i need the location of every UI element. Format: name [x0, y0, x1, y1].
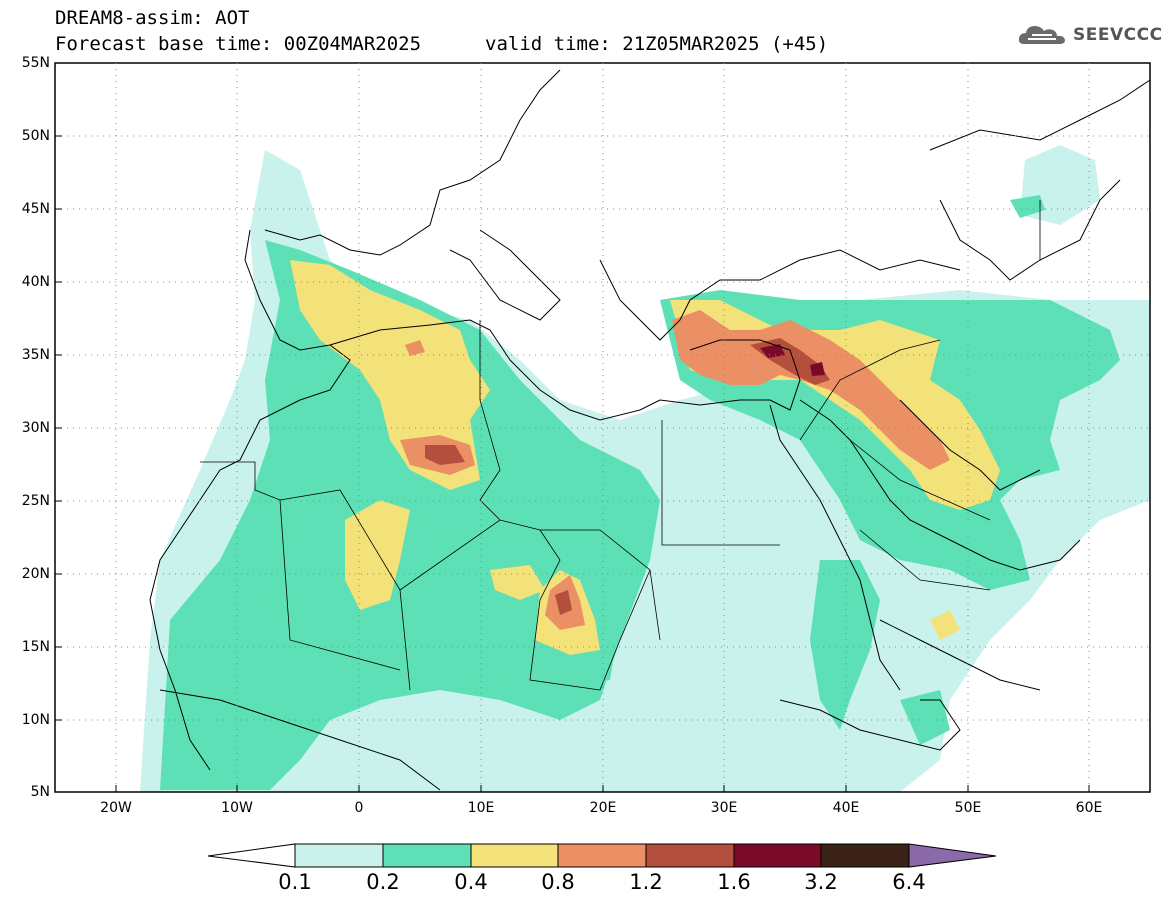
- lon-label-60e: 60E: [1075, 800, 1103, 816]
- lon-label-40e: 40E: [832, 800, 860, 816]
- colorbar-bin-6: [733, 843, 822, 868]
- lat-label-30n: 30N: [21, 420, 50, 436]
- lat-label-25n: 25N: [21, 493, 50, 509]
- colorbar-bin-4: [557, 843, 647, 868]
- lat-label-45n: 45N: [21, 201, 50, 217]
- colorbar-label-0-1: 0.1: [278, 870, 312, 894]
- colorbar-label-0-4: 0.4: [454, 870, 488, 894]
- borders: [200, 200, 1041, 691]
- logo-text: SEEVCCC: [1073, 25, 1163, 45]
- seevccc-logo: SEEVCCC: [1018, 22, 1163, 48]
- colorbar-label-1-6: 1.6: [717, 870, 751, 894]
- lat-label-20n: 20N: [21, 566, 50, 582]
- aot-band-1-6: [760, 344, 825, 376]
- lon-label-50e: 50E: [954, 800, 982, 816]
- valid-time: valid time: 21Z05MAR2025 (+45): [485, 33, 829, 55]
- lon-label-10w: 10W: [221, 800, 253, 816]
- colorbar-bin-3: [470, 843, 559, 868]
- colorbar-bin-5: [645, 843, 735, 868]
- colorbar-label-6-4: 6.4: [892, 870, 926, 894]
- lat-label-5n: 5N: [30, 784, 50, 800]
- colorbar-label-0-2: 0.2: [366, 870, 400, 894]
- colorbar: [207, 843, 997, 868]
- lat-label-50n: 50N: [21, 128, 50, 144]
- colorbar-bin-7: [820, 843, 910, 868]
- lon-label-20w: 20W: [100, 800, 132, 816]
- aot-field: [140, 145, 1150, 792]
- cloud-logo-icon: [1018, 26, 1065, 44]
- graticule: [55, 63, 1150, 792]
- map-title: DREAM8-assim: AOT: [55, 7, 250, 29]
- coastlines: [149, 69, 1150, 791]
- colorbar-label-0-8: 0.8: [541, 870, 575, 894]
- colorbar-bin-2: [382, 843, 472, 868]
- colorbar-extend-high: [908, 843, 997, 868]
- colorbar-extend-low: [207, 843, 296, 868]
- lat-label-15n: 15N: [21, 639, 50, 655]
- colorbar-label-3-2: 3.2: [804, 870, 838, 894]
- lon-label-10e: 10E: [467, 800, 495, 816]
- lon-label-30e: 30E: [710, 800, 738, 816]
- lat-label-35n: 35N: [21, 347, 50, 363]
- lat-label-10n: 10N: [21, 712, 50, 728]
- lat-label-55n: 55N: [21, 55, 50, 71]
- lon-label-0: 0: [354, 800, 364, 816]
- forecast-base-time: Forecast base time: 00Z04MAR2025: [55, 33, 422, 55]
- colorbar-bin-1: [294, 843, 384, 868]
- ticks: [55, 62, 1090, 792]
- lat-label-40n: 40N: [21, 274, 50, 290]
- lon-label-20e: 20E: [589, 800, 617, 816]
- colorbar-label-1-2: 1.2: [629, 870, 663, 894]
